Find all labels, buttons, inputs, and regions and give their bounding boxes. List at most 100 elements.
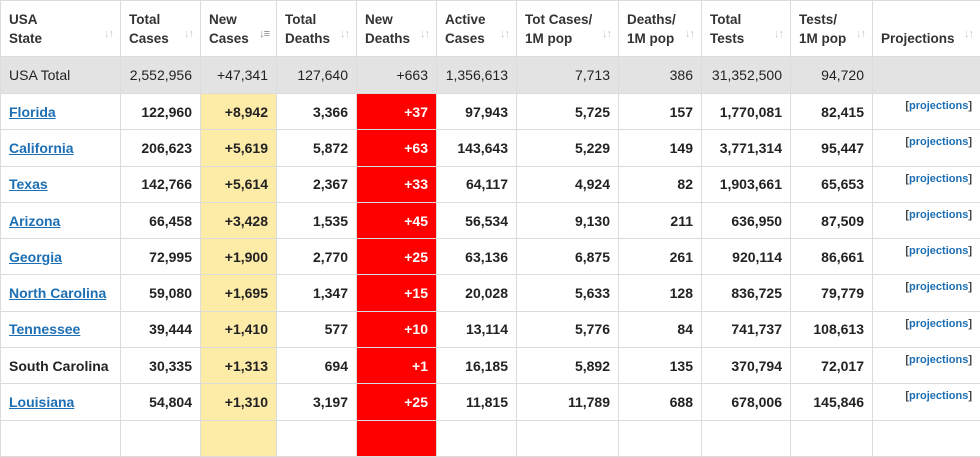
active-cases-cell: 143,643 (437, 130, 517, 166)
bracket-close: ] (968, 209, 972, 221)
header-line-2: Deaths (285, 31, 330, 46)
bracket-close: ] (968, 281, 972, 293)
total-tests-per-1m-cell: 94,720 (791, 57, 873, 94)
projections-link[interactable]: projections (909, 354, 968, 366)
total-deaths-per-1m-cell: 386 (619, 57, 702, 94)
state-link[interactable]: Louisiana (9, 394, 74, 410)
projections-link[interactable]: projections (909, 281, 968, 293)
projections-link[interactable]: projections (909, 245, 968, 257)
deaths-per-1m-cell: 84 (619, 311, 702, 347)
projections-cell: [projections] (873, 130, 980, 166)
sort-icon[interactable]: ↓↑ (685, 25, 694, 44)
bracket-close: ] (968, 245, 972, 257)
deaths-per-1m-cell: 128 (619, 275, 702, 311)
active-cases-cell: 97,943 (437, 94, 517, 130)
sort-icon[interactable]: ↓↑ (602, 25, 611, 44)
column-header-tot-cases-per-1m[interactable]: Tot Cases/1M pop↓↑ (517, 1, 619, 57)
tests-per-1m-cell (791, 420, 873, 456)
projections-link[interactable]: projections (909, 173, 968, 185)
projections-link[interactable]: projections (909, 390, 968, 402)
total-tests-cell: 741,737 (702, 311, 791, 347)
new-deaths-cell: +33 (357, 166, 437, 202)
sort-icon[interactable]: ↓↑ (420, 25, 429, 44)
sort-icon[interactable]: ↓≡ (259, 25, 269, 44)
usa-state-cell: Georgia (1, 239, 121, 275)
sort-icon[interactable]: ↓↑ (104, 25, 113, 44)
tests-per-1m-cell: 95,447 (791, 130, 873, 166)
tests-per-1m-cell: 145,846 (791, 384, 873, 420)
state-link[interactable]: North Carolina (9, 285, 106, 301)
usa-state-cell: South Carolina (1, 348, 121, 384)
new-cases-cell: +5,614 (201, 166, 277, 202)
new-deaths-cell: +63 (357, 130, 437, 166)
sort-icon[interactable]: ↓↑ (856, 25, 865, 44)
projections-cell: [projections] (873, 384, 980, 420)
projections-cell: [projections] (873, 202, 980, 238)
sort-icon[interactable]: ↓↑ (184, 25, 193, 44)
table-row (1, 420, 980, 456)
active-cases-cell: 16,185 (437, 348, 517, 384)
usa-state-cell: North Carolina (1, 275, 121, 311)
column-header-deaths-per-1m[interactable]: Deaths/1M pop↓↑ (619, 1, 702, 57)
active-cases-cell: 13,114 (437, 311, 517, 347)
sort-icon[interactable]: ↓↑ (340, 25, 349, 44)
header-line-2: 1M pop (525, 31, 572, 46)
total-active-cases-cell: 1,356,613 (437, 57, 517, 94)
projections-link[interactable]: projections (909, 136, 968, 148)
usa-state-cell: Tennessee (1, 311, 121, 347)
sort-icon[interactable]: ↓↑ (774, 25, 783, 44)
header-line-2: State (9, 31, 42, 46)
column-header-label: Deaths/1M pop (627, 10, 693, 48)
header-line-2: 1M pop (627, 31, 674, 46)
header-line-1: Tests/ (799, 12, 837, 27)
projections-link[interactable]: projections (909, 100, 968, 112)
state-link[interactable]: Arizona (9, 213, 60, 229)
projections-link[interactable]: projections (909, 318, 968, 330)
state-link[interactable]: Florida (9, 104, 56, 120)
projections-cell: [projections] (873, 94, 980, 130)
deaths-per-1m-cell: 261 (619, 239, 702, 275)
total-cases-cell: 39,444 (121, 311, 201, 347)
state-link[interactable]: Georgia (9, 249, 62, 265)
projections-cell: [projections] (873, 348, 980, 384)
column-header-total-deaths[interactable]: Total Deaths ↓↑ (277, 1, 357, 57)
tests-per-1m-cell: 79,779 (791, 275, 873, 311)
projections-link[interactable]: projections (909, 209, 968, 221)
sort-icon[interactable]: ↓↑ (964, 25, 973, 44)
new-deaths-cell: +37 (357, 94, 437, 130)
state-link[interactable]: Texas (9, 176, 48, 192)
tot-cases-per-1m-cell: 9,130 (517, 202, 619, 238)
bracket-close: ] (968, 136, 972, 148)
column-header-projections[interactable]: Projections↓↑ (873, 1, 980, 57)
bracket-close: ] (968, 100, 972, 112)
state-link[interactable]: Tennessee (9, 321, 80, 337)
total-total-tests-cell: 31,352,500 (702, 57, 791, 94)
total-new-deaths-cell: +663 (357, 57, 437, 94)
projections-cell: [projections] (873, 166, 980, 202)
total-projections-cell (873, 57, 980, 94)
usa-state-cell: Florida (1, 94, 121, 130)
sort-icon[interactable]: ↓↑ (500, 25, 509, 44)
header-line-1: Total (285, 12, 316, 27)
header-line-1: Total (710, 12, 741, 27)
deaths-per-1m-cell: 149 (619, 130, 702, 166)
active-cases-cell: 20,028 (437, 275, 517, 311)
new-cases-cell: +3,428 (201, 202, 277, 238)
total-deaths-cell: 1,535 (277, 202, 357, 238)
bracket-close: ] (968, 390, 972, 402)
tests-per-1m-cell: 65,653 (791, 166, 873, 202)
header-line-2: Cases (209, 31, 249, 46)
column-header-tests-per-1m[interactable]: Tests/1M pop↓↑ (791, 1, 873, 57)
new-deaths-cell: +45 (357, 202, 437, 238)
bracket-close: ] (968, 354, 972, 366)
state-link[interactable]: California (9, 140, 74, 156)
